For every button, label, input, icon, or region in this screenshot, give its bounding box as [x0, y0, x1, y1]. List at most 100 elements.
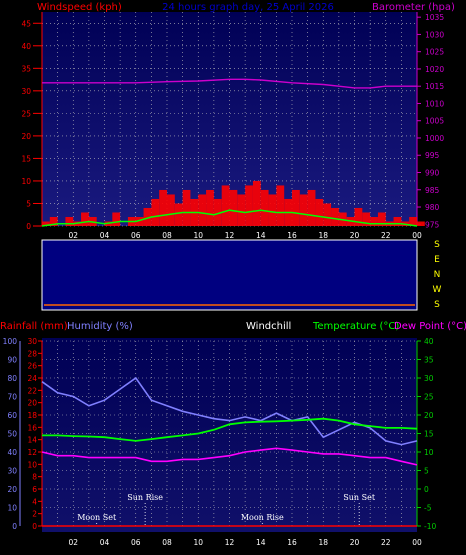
wind-gust-bar: [417, 221, 425, 226]
barometer-tick-label: 1010: [425, 99, 444, 108]
direction-label: N: [434, 270, 441, 280]
windspeed-tick-label: 5: [26, 199, 31, 208]
windchill-label: Windchill: [246, 321, 291, 332]
rainfall-tick-label: 16: [27, 423, 37, 432]
humidity-tick-label: 30: [7, 467, 17, 476]
humidity-tick-label: 10: [7, 504, 17, 513]
barometer-tick-label: 980: [425, 203, 440, 212]
humidity-line: [41, 376, 418, 446]
wind-gust-bar: [299, 194, 308, 226]
climate-x-tick-label: 06: [131, 538, 141, 547]
direction-label: W: [433, 285, 442, 295]
humidity-axis-title: Humidity (%): [67, 321, 133, 332]
barometer-line: [42, 78, 417, 89]
temperature-tick-label: 30: [424, 374, 434, 383]
wind-gust-bar: [112, 212, 121, 226]
temperature-tick-label: 20: [424, 411, 434, 420]
wind-gust-bar: [206, 189, 214, 226]
wind-gust-bar: [182, 189, 191, 226]
sun-moon-events: Sun Rise Sun Set Moon Set Moon Rise: [77, 493, 376, 526]
climate-plot-area: [42, 338, 417, 532]
rainfall-tick-label: 22: [27, 386, 37, 395]
rainfall-tick-label: 4: [32, 497, 37, 506]
wind-x-tick-label: 06: [131, 231, 141, 240]
wind-gust-bar: [159, 189, 167, 226]
wind-gust-bar: [260, 189, 269, 226]
rainfall-tick-label: 0: [32, 522, 37, 531]
climate-x-tick-label: 16: [287, 538, 297, 547]
wind-gust-bar: [362, 212, 371, 226]
wind-gust-bar: [377, 212, 386, 226]
windspeed-tick-label: 30: [21, 87, 31, 96]
event-label: Moon Rise: [241, 513, 284, 522]
wind-gust-bar: [370, 216, 378, 226]
climate-x-tick-label: 04: [100, 538, 110, 547]
windspeed-tick-label: 0: [26, 222, 31, 231]
windspeed-tick-label: 20: [21, 132, 31, 141]
temperature-tick-label: 15: [424, 430, 434, 439]
wind-gust-bar: [268, 194, 277, 226]
climate-x-tick-label: 10: [193, 538, 203, 547]
barometer-tick-label: 1030: [425, 30, 444, 39]
barometer-tick-label: 1025: [425, 48, 444, 57]
wind-gust-bar: [198, 194, 207, 226]
rainfall-tick-label: 10: [27, 460, 37, 469]
humidity-tick-label: 80: [7, 374, 17, 383]
wind-gust-bar: [409, 216, 417, 226]
wind-gust-bar: [393, 216, 402, 226]
wind-gust-bar: [245, 185, 253, 226]
temperature-tick-label: 10: [424, 448, 434, 457]
rainfall-tick-label: 30: [27, 337, 37, 346]
rainfall-tick-label: 18: [27, 411, 37, 420]
rainfall-tick-label: 28: [27, 349, 37, 358]
wind-gust-bar: [354, 207, 363, 226]
climate-x-tick-label: 14: [256, 538, 266, 547]
wind-gust-bar: [221, 185, 230, 226]
wind-gust-bar: [229, 189, 238, 226]
wind-x-tick-label: 20: [350, 231, 360, 240]
temperature-line: [42, 417, 418, 442]
humidity-tick-label: 20: [7, 485, 17, 494]
climate-x-axis: 02 04 06 08 10 12 14 16 18 20 22 00: [68, 538, 422, 547]
wind-gust-bar: [81, 212, 89, 226]
temperature-axis-title: Temperature (°C): [312, 321, 399, 332]
dewpoint-line: [41, 447, 418, 466]
wind-gust-bar: [276, 185, 285, 226]
climate-x-tick-label: 08: [162, 538, 172, 547]
humidity-tick-label: 40: [7, 448, 17, 457]
humidity-y-axis: 0 10 20 30 40 50 60 70 80 90 100: [3, 337, 21, 531]
temperature-y-axis: -10 -5 0 5 10 15 20 25 30 35 40: [416, 337, 436, 531]
wind-gust-bar: [307, 189, 316, 226]
rainfall-tick-label: 14: [27, 436, 37, 445]
humidity-tick-label: 60: [7, 411, 17, 420]
rainfall-tick-label: 24: [27, 374, 37, 383]
humidity-tick-label: 90: [7, 356, 17, 365]
wind-gust-bar: [42, 221, 50, 226]
direction-label: S: [434, 240, 440, 250]
wind-average-line: [41, 209, 418, 227]
windspeed-tick-label: 25: [21, 109, 31, 118]
wind-gust-bar: [65, 216, 74, 226]
date-title: 24 hours graph day, 25 April 2026: [162, 2, 334, 13]
rainfall-tick-label: 2: [32, 510, 37, 519]
climate-x-tick-label: 12: [225, 538, 235, 547]
wind-gust-bar: [135, 216, 144, 226]
climate-x-tick-label: 22: [381, 538, 391, 547]
temperature-tick-label: 35: [424, 356, 434, 365]
windspeed-y-axis: 0 5 10 15 20 25 30 35 40 45: [21, 12, 43, 231]
wind-x-tick-label: 22: [381, 231, 391, 240]
wind-gust-bar: [292, 189, 300, 226]
wind-gust-bar: [151, 198, 160, 226]
wind-x-tick-label: 14: [256, 231, 266, 240]
windspeed-tick-label: 40: [21, 42, 31, 51]
humidity-tick-label: 100: [3, 337, 18, 346]
temperature-tick-label: 25: [424, 393, 434, 402]
climate-x-tick-label: 20: [350, 538, 360, 547]
wind-x-tick-label: 16: [287, 231, 297, 240]
barometer-tick-label: 1020: [425, 65, 444, 74]
climate-plot-grid: [42, 340, 417, 527]
wind-x-tick-label: 12: [225, 231, 235, 240]
